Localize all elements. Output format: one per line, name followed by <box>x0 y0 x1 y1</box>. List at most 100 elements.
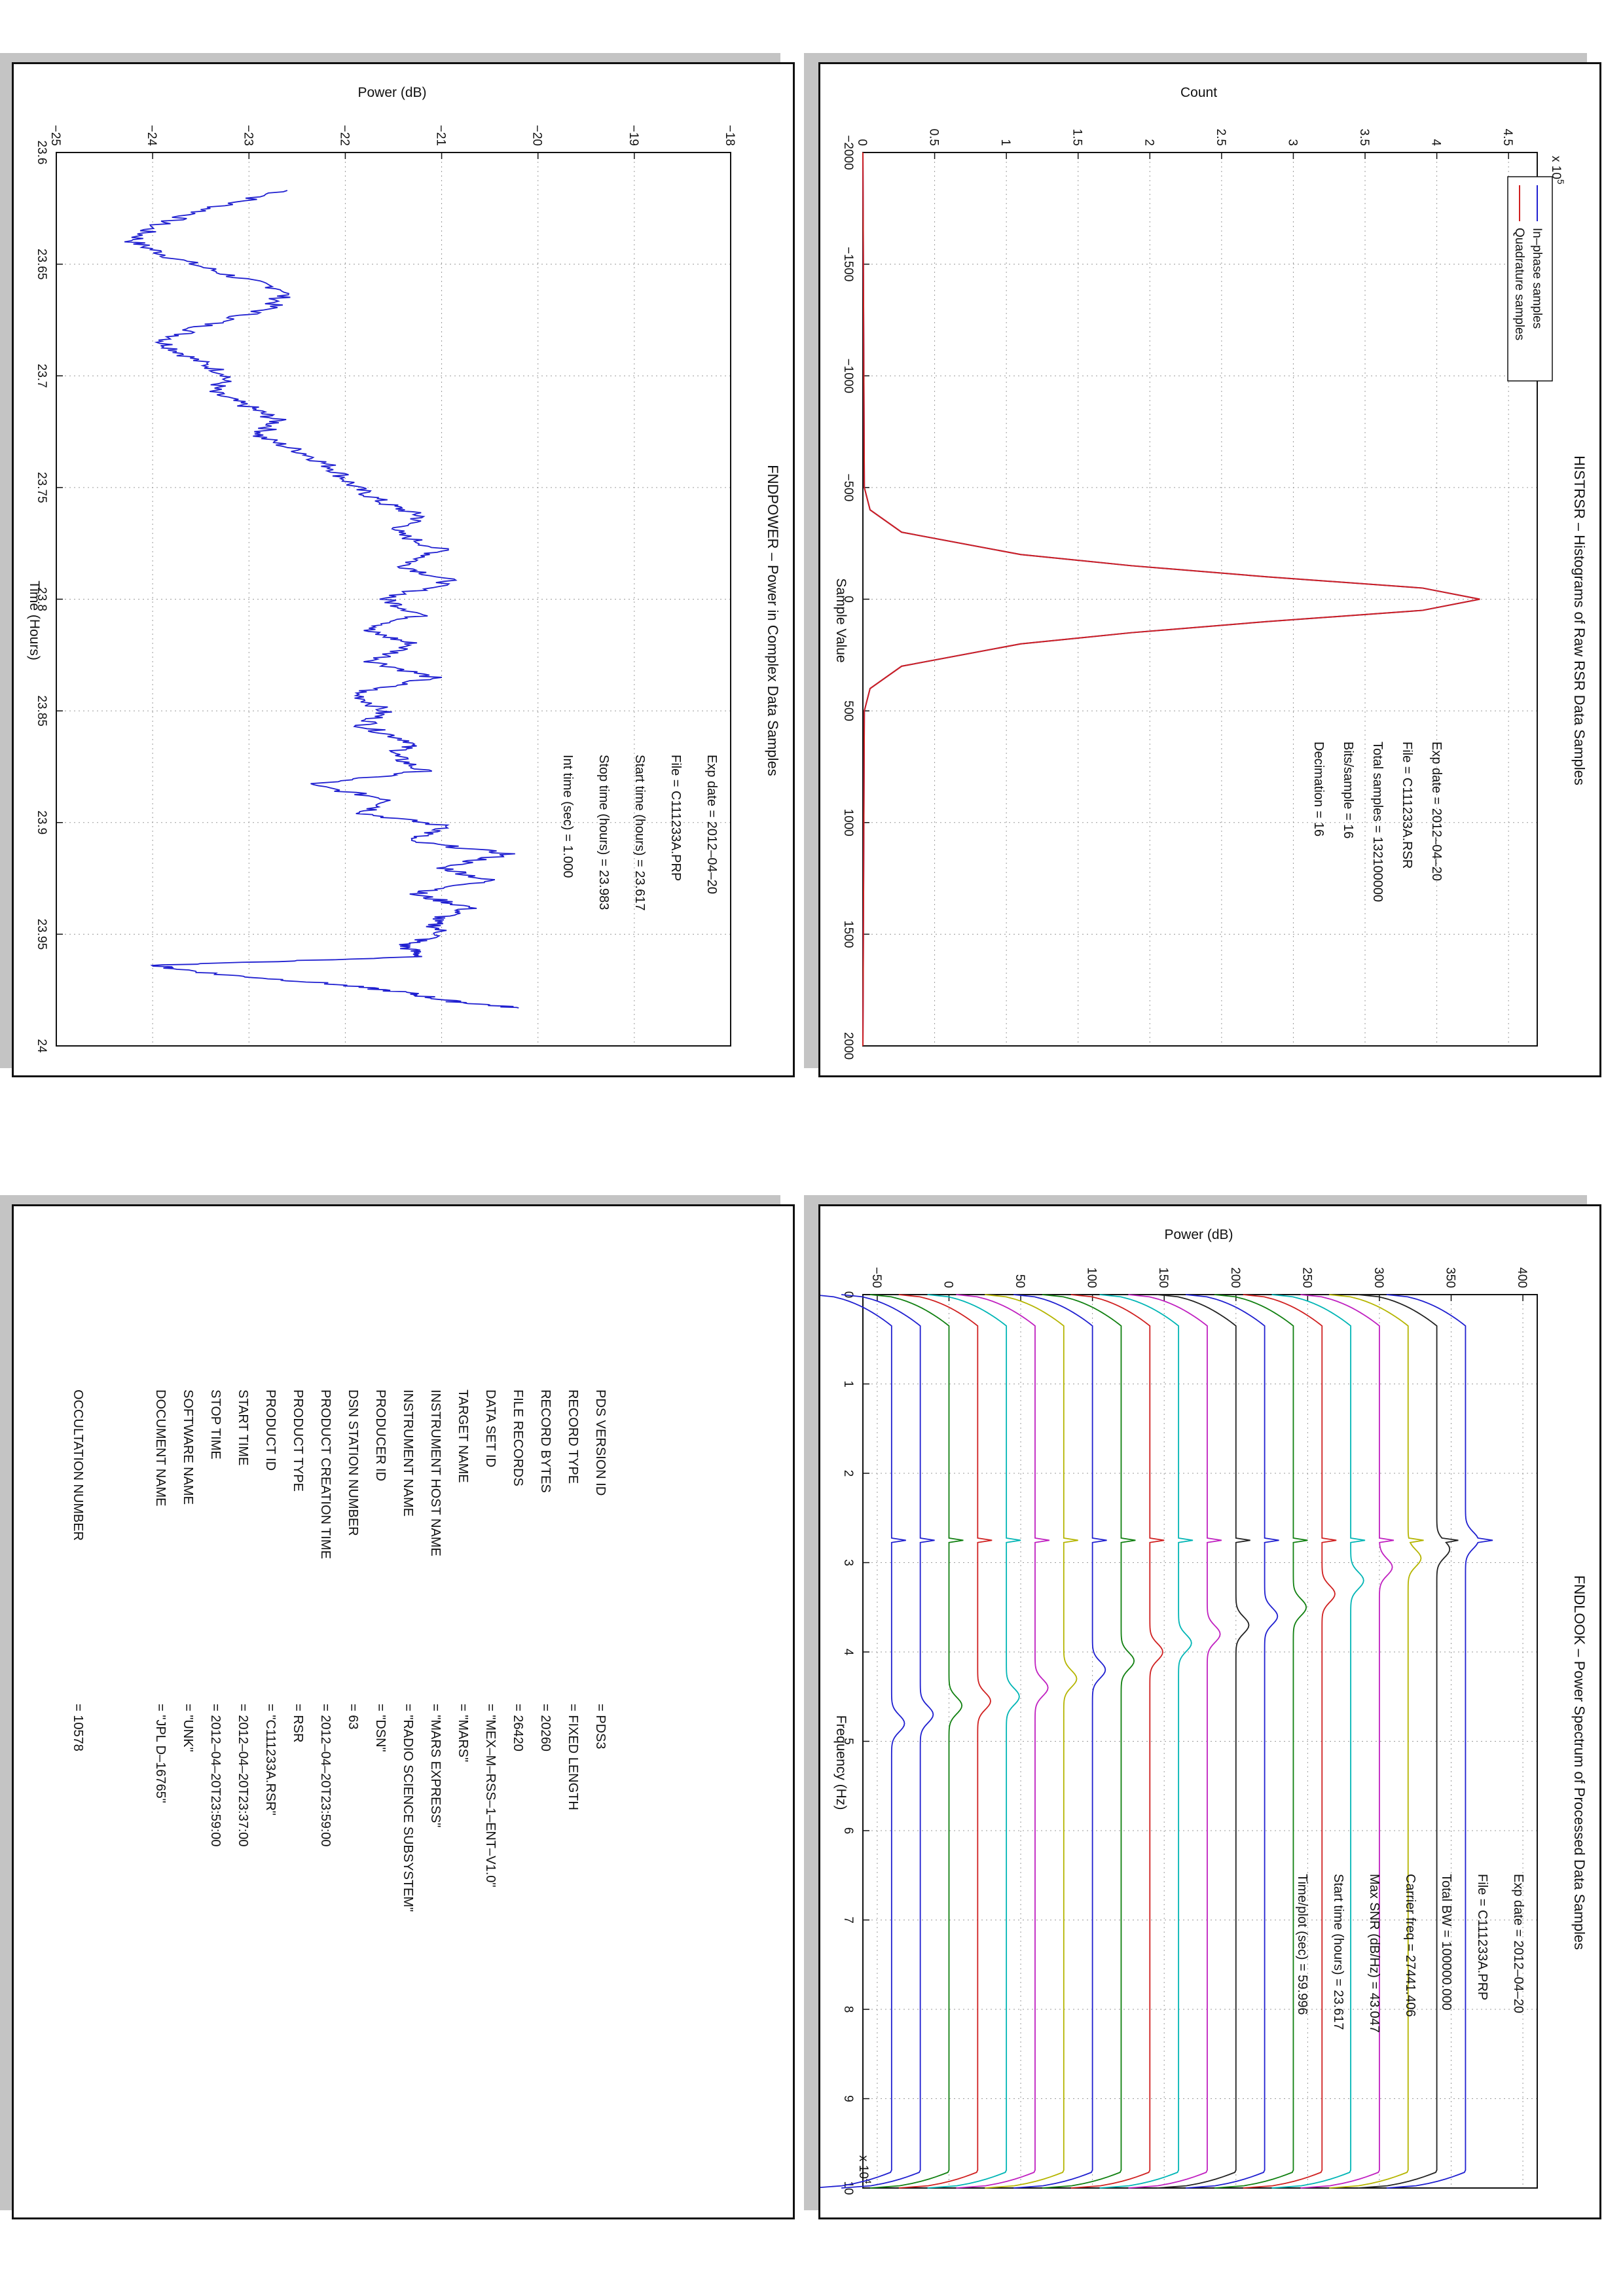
look-xtick-label: 5 <box>841 1738 855 1745</box>
spectrum-series-line <box>1214 1294 1308 2189</box>
look-xtick-label: 0 <box>841 1291 855 1299</box>
pow-xtick-label: 24 <box>35 1039 48 1053</box>
look-xtick-label: 6 <box>841 1827 855 1835</box>
histogram-xticks: −2000 −1500 −1000 −500 0 500 1000 1500 2000 <box>841 135 855 1060</box>
spectrum-series-line <box>1300 1294 1395 2189</box>
pow-ann-start: Start time (hours) = 23.617 <box>632 755 647 910</box>
hist-xtick-label: 0 <box>841 596 855 603</box>
histogram-series <box>862 152 1480 1047</box>
hist-ytick-label: 0 <box>855 139 869 146</box>
label-value: = 63 <box>346 1704 360 1729</box>
label-panel: PDS VERSION ID = PDS3 RECORD TYPE = FIXED L… <box>12 1204 795 2219</box>
spectrum-series-line <box>1185 1294 1279 2189</box>
look-ytick-label: 50 <box>1013 1274 1027 1288</box>
spectrum-series-line <box>1128 1294 1222 2189</box>
spectrum-ylabel: Power (dB) <box>1164 1227 1233 1242</box>
label-key: PDS VERSION ID <box>593 1390 608 1496</box>
label-key: START TIME <box>236 1390 250 1465</box>
spectrum-chart: FNDLOOK – Power Spectrum of Processed Da… <box>820 1227 1588 2195</box>
look-ytick-label: 300 <box>1372 1267 1385 1288</box>
power-series <box>124 190 519 1009</box>
power-series-line <box>124 190 519 1009</box>
hist-ytick-label: 1 <box>998 139 1012 146</box>
legend-quadrature: Quadrature samples <box>1512 228 1526 340</box>
hist-xtick-label: 500 <box>841 700 855 721</box>
label-value: = 10578 <box>71 1704 85 1751</box>
spectrum-series-line <box>898 1294 993 2189</box>
pow-xtick-label: 23.85 <box>35 695 48 726</box>
spectrum-annotations: Exp date = 2012–04–20 File = C111233A.PR… <box>1295 1874 1525 2033</box>
spectrum-series-line <box>1386 1294 1493 2189</box>
histogram-legend: In–phase samples Quadrature samples <box>1507 176 1553 382</box>
hist-ytick-label: 0.5 <box>927 129 941 146</box>
spectrum-series-line <box>1070 1294 1165 2189</box>
pow-ytick-label: −19 <box>627 125 640 146</box>
label-value: = RSR <box>291 1704 305 1742</box>
spectrum-series-line <box>956 1294 1050 2189</box>
label-key: INSTRUMENT HOST NAME <box>428 1390 443 1556</box>
histogram-yexp: x 105 <box>1549 156 1566 185</box>
pow-xtick-label: 23.7 <box>35 364 48 388</box>
spectrum-series-line <box>927 1294 1021 2189</box>
look-ann-carrier: Carrier freq = 27441.406 <box>1403 1874 1417 2017</box>
inphase-series-line <box>862 152 1480 1047</box>
pow-ann-file: File = C111233A.PRP <box>668 755 683 881</box>
spectrum-title: FNDLOOK – Power Spectrum of Processed Da… <box>1571 1575 1588 1950</box>
label-value: = 2012–04–20T23:37:00 <box>236 1704 250 1847</box>
spectrum-series-line <box>1157 1294 1250 2189</box>
look-ytick-label: 350 <box>1444 1267 1457 1288</box>
spectrum-panel: FNDLOOK – Power Spectrum of Processed Da… <box>818 1204 1601 2219</box>
label-key: TARGET NAME <box>456 1390 470 1483</box>
pow-xtick-label: 23.6 <box>35 141 48 165</box>
hist-ytick-label: 1.5 <box>1070 129 1084 146</box>
label-table: PDS VERSION ID = PDS3 RECORD TYPE = FIXED L… <box>71 1390 608 1912</box>
histogram-annotations: Exp date = 2012–04–20 File = C111233A.RS… <box>1311 742 1444 902</box>
hist-ann-total: Total samples = 132100000 <box>1370 742 1385 902</box>
label-key: STOP TIME <box>208 1390 223 1460</box>
label-key: INSTRUMENT NAME <box>401 1390 415 1516</box>
label-value: = 2012–04–20T23:59:00 <box>318 1704 333 1847</box>
spectrum-series-line <box>1243 1294 1337 2189</box>
hist-ytick-label: 4 <box>1429 139 1443 146</box>
pow-ytick-label: −23 <box>241 125 255 146</box>
power-title: FNDPOWER – Power in Complex Data Samples <box>765 465 781 776</box>
power-chart: FNDPOWER – Power in Complex Data Samples… <box>27 85 781 1053</box>
look-xtick-label: 7 <box>841 1916 855 1924</box>
histogram-panel: HISTRSR – Histograms of Raw RSR Data Sam… <box>818 62 1601 1077</box>
label-value: = 2012–04–20T23:59:00 <box>208 1704 223 1847</box>
pow-ytick-label: −24 <box>145 125 158 147</box>
hist-xtick-label: 2000 <box>841 1032 855 1060</box>
look-ytick-label: −50 <box>869 1267 883 1288</box>
hist-ann-bits: Bits/sample = 16 <box>1341 742 1355 838</box>
label-value: = "MARS" <box>456 1704 470 1762</box>
look-xtick-label: 4 <box>841 1649 855 1656</box>
look-ytick-label: 400 <box>1515 1267 1529 1288</box>
hist-ann-decim: Decimation = 16 <box>1311 742 1326 836</box>
label-key: DOCUMENT NAME <box>153 1390 168 1507</box>
label-key: PRODUCT CREATION TIME <box>318 1390 333 1559</box>
pow-plot-frame <box>56 152 731 1047</box>
pow-ann-expdate: Exp date = 2012–04–20 <box>704 755 719 894</box>
look-xtick-label: 8 <box>841 2006 855 2013</box>
look-ann-file: File = C111233A.PRP <box>1475 1874 1489 2000</box>
pow-ytick-label: −22 <box>337 125 351 146</box>
pow-ytick-label: −20 <box>530 125 544 146</box>
look-ytick-label: 100 <box>1085 1267 1099 1288</box>
histogram-yticks: 0 0.5 1 1.5 2 2.5 3 3.5 4 4.5 <box>855 129 1514 147</box>
pow-xtick-label: 23.8 <box>35 587 48 611</box>
legend-inphase: In–phase samples <box>1530 228 1544 329</box>
histogram-chart: HISTRSR – Histograms of Raw RSR Data Sam… <box>833 85 1588 1060</box>
look-xtick-label: 1 <box>841 1380 855 1388</box>
label-key: OCCULTATION NUMBER <box>71 1390 85 1541</box>
look-ytick-label: 200 <box>1228 1267 1242 1288</box>
power-annotations: Exp date = 2012–04–20 File = C111233A.PR… <box>560 755 719 910</box>
label-key: DSN STATION NUMBER <box>346 1390 360 1536</box>
hist-ann-expdate: Exp date = 2012–04–20 <box>1429 742 1444 881</box>
pow-xtick-label: 23.9 <box>35 810 48 834</box>
spectrum-series-line <box>1271 1294 1366 2189</box>
spectrum-xlabel: Frequency (Hz) <box>833 1715 848 1810</box>
look-ytick-label: 0 <box>941 1281 955 1288</box>
look-xtick-label: 9 <box>841 2095 855 2102</box>
label-value: = "C111233A.RSR" <box>263 1704 278 1816</box>
